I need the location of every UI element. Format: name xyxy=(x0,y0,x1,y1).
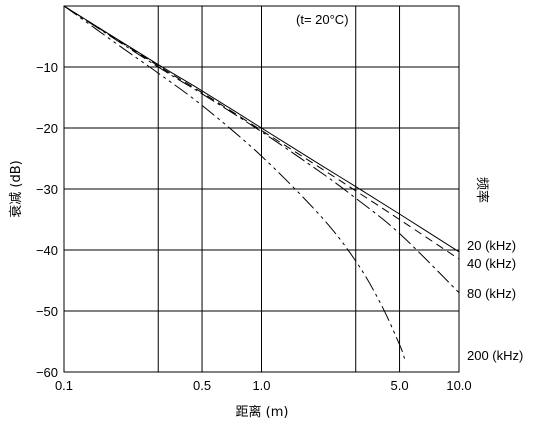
y-tick-label: −10 xyxy=(36,60,58,75)
x-tick-label: 10.0 xyxy=(446,378,471,393)
series-label: 80 (kHz) xyxy=(467,286,516,301)
series-label: 40 (kHz) xyxy=(467,256,516,271)
y-tick-label: −50 xyxy=(36,304,58,319)
series-line-3 xyxy=(63,5,460,294)
series-label: 200 (kHz) xyxy=(467,348,523,363)
series-line-2 xyxy=(63,5,460,260)
x-axis-label: 距离 (m) xyxy=(236,404,289,420)
x-tick-label: 0.1 xyxy=(55,378,73,393)
x-tick-labels: 0.1 0.5 1.0 5.0 10.0 xyxy=(55,378,472,393)
x-tick-label: 5.0 xyxy=(391,378,409,393)
y-tick-label: −40 xyxy=(36,243,58,258)
y-tick-label: −20 xyxy=(36,121,58,136)
y-tick-label: −30 xyxy=(36,182,58,197)
temperature-annotation: (t= 20°C) xyxy=(296,12,349,27)
legend-title: 频率 xyxy=(474,177,490,203)
y-axis-label: 衰减 (dB) xyxy=(8,160,24,217)
y-tick-label: −60 xyxy=(36,365,58,380)
series-label: 20 (kHz) xyxy=(467,238,516,253)
plot-frame xyxy=(63,5,460,373)
y-tick-labels: −10 −20 −30 −40 −50 −60 xyxy=(36,60,58,380)
y-gridlines xyxy=(64,66,459,373)
series-line-1 xyxy=(63,5,460,253)
series-line-4 xyxy=(63,5,405,359)
x-tick-label: 1.0 xyxy=(252,378,270,393)
x-tick-label: 0.5 xyxy=(193,378,211,393)
series-lines xyxy=(63,5,460,359)
series-labels: 20 (kHz) 40 (kHz) 80 (kHz) 200 (kHz) xyxy=(467,238,523,363)
